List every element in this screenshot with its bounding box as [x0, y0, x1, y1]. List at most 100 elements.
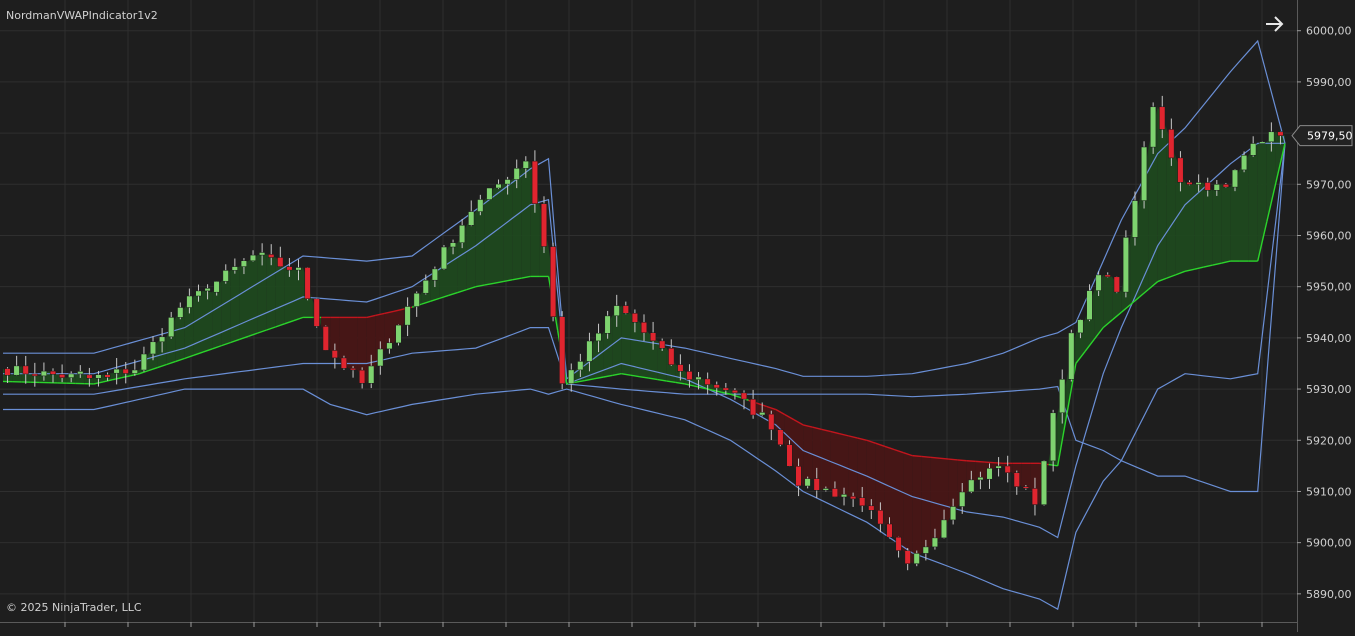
vwap-segment [976, 461, 985, 462]
candle-body [523, 161, 529, 168]
candle-body [541, 204, 547, 247]
candle-body [941, 520, 947, 538]
candle-body [1278, 132, 1284, 136]
candle-body [996, 466, 1002, 468]
candle-body [1005, 466, 1011, 473]
vwap-fill-segment [267, 254, 276, 330]
last-price-marker: 5979,50 [1292, 126, 1353, 146]
candle-body [68, 374, 74, 378]
candle-body [696, 377, 702, 380]
candle-body [559, 317, 565, 384]
vwap-fill-segment [230, 267, 239, 343]
candle-body [87, 375, 93, 378]
candle-body [914, 553, 920, 563]
candle-body [1241, 155, 1247, 170]
candle-body [441, 247, 447, 269]
y-tick-label: 5940,00 [1306, 332, 1352, 345]
candle-body [1123, 237, 1129, 292]
candle-body [1260, 142, 1266, 144]
vwap-fill-segment [1103, 275, 1112, 328]
candle-body [814, 479, 820, 491]
candle-body [705, 379, 711, 385]
candle-body [1141, 147, 1147, 201]
candle-body [641, 322, 647, 332]
y-tick-label: 5970,00 [1306, 178, 1352, 191]
vwap-fill-segment [912, 456, 921, 564]
candle-body [423, 280, 429, 293]
candle-body [923, 547, 929, 554]
candle-body [96, 375, 102, 379]
candle-body [887, 524, 893, 537]
vwap-fill-segment [921, 457, 930, 554]
vwap-fill-segment [349, 317, 358, 370]
candle-body [823, 489, 829, 491]
vwap-segment [967, 461, 976, 462]
candle-body [905, 551, 911, 564]
candle-body [241, 261, 247, 267]
candle-body [205, 288, 211, 291]
candle [323, 325, 329, 350]
vwap-fill-segment [849, 436, 858, 498]
candle-body [1032, 488, 1038, 504]
candle-body [1169, 129, 1175, 158]
candle-body [959, 492, 965, 507]
candle-body [1078, 320, 1084, 333]
candle [541, 196, 547, 253]
candle-body [341, 358, 347, 369]
vwap-segment [949, 459, 958, 460]
candle-body [732, 390, 738, 393]
candle-body [232, 267, 238, 271]
candle-body [514, 168, 520, 179]
candle-body [278, 258, 284, 267]
y-tick-label: 5950,00 [1306, 281, 1352, 294]
candle-body [1087, 291, 1093, 320]
candle-body [550, 247, 556, 317]
candle-body [878, 510, 884, 524]
candle-body [296, 268, 302, 271]
vwap-fill-segment [258, 254, 267, 333]
candle-body [1150, 107, 1156, 147]
candle-body [478, 200, 484, 212]
candle [1114, 276, 1120, 293]
candle-body [1178, 158, 1184, 182]
candle-body [332, 350, 338, 358]
candle-body [405, 307, 411, 326]
vwap-fill-segment [203, 291, 212, 352]
candle [559, 311, 565, 389]
candle-body [859, 498, 865, 506]
candle [1123, 230, 1129, 297]
candle-body [268, 254, 274, 257]
candle-body [1196, 183, 1202, 185]
candle-body [723, 388, 729, 390]
candle-body [287, 267, 293, 271]
candle-body [568, 370, 574, 384]
candle-body [1023, 487, 1029, 489]
candle-body [259, 253, 265, 256]
candle [1141, 141, 1147, 208]
candle [1069, 330, 1075, 382]
vwap-segment [985, 462, 994, 463]
vwap-segment [958, 460, 967, 461]
vwap-fill-segment [1021, 463, 1030, 488]
candle [314, 298, 320, 328]
candle-body [1069, 333, 1075, 379]
candle-body [450, 243, 456, 247]
candle-body [114, 369, 120, 373]
candle-body [832, 489, 838, 497]
candle-body [1159, 107, 1165, 130]
indicator-label[interactable]: NordmanVWAPIndicator1v2 [6, 9, 158, 22]
candle-body [587, 341, 593, 361]
candle-body [950, 507, 956, 520]
candle-body [1014, 473, 1020, 487]
candle-body [5, 369, 11, 376]
candle-body [378, 349, 384, 366]
candle-body [1105, 275, 1111, 277]
candle-body [896, 537, 902, 550]
candle-body [150, 342, 156, 354]
candle-body [632, 313, 638, 322]
arrow-right-icon[interactable] [1262, 12, 1286, 36]
candle-body [1132, 201, 1138, 238]
candle-body [850, 496, 856, 499]
